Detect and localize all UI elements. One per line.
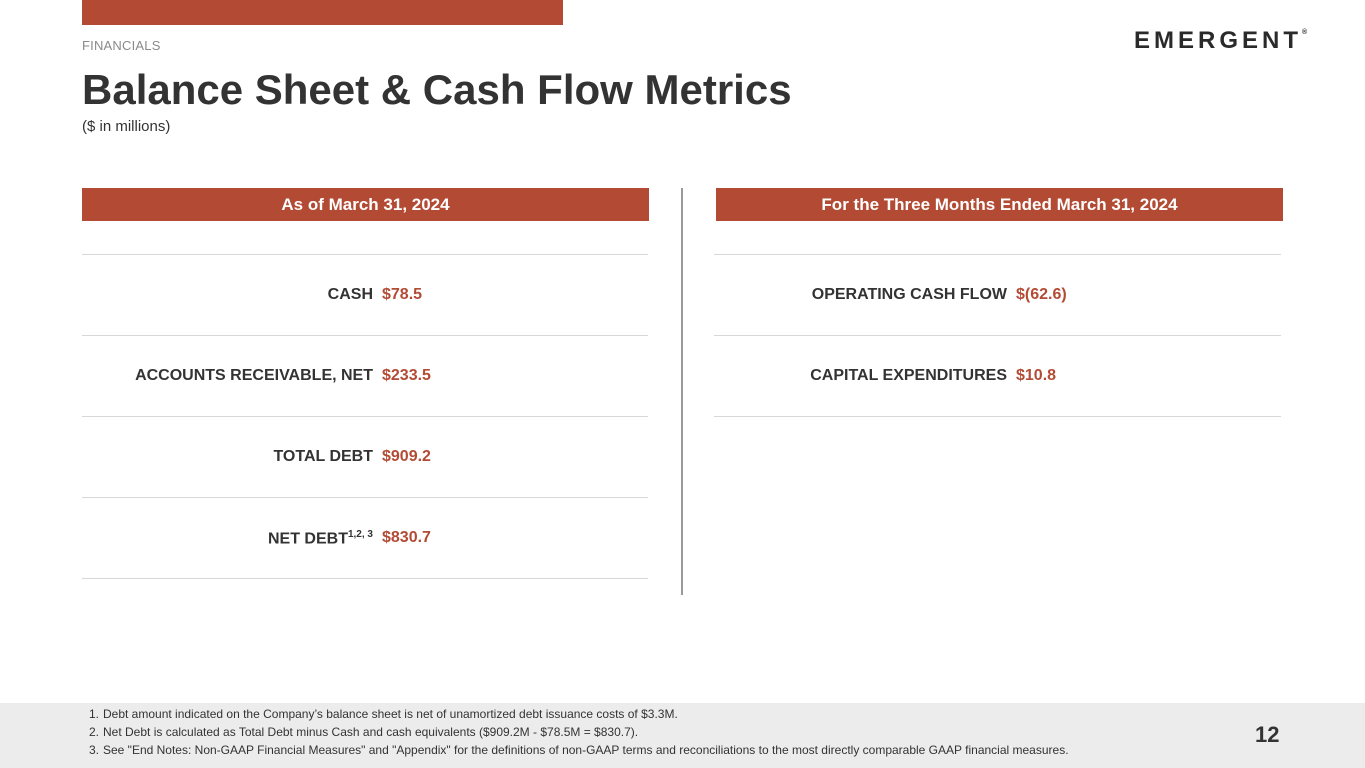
section-label: FINANCIALS bbox=[82, 38, 161, 53]
row-divider bbox=[82, 578, 648, 579]
balance-sheet-header: As of March 31, 2024 bbox=[82, 188, 649, 221]
footnote-3: 3. See "End Notes: Non-GAAP Financial Mea… bbox=[89, 741, 1069, 759]
cash-label: CASH bbox=[327, 286, 373, 303]
operating-cash-flow-value: $(62.6) bbox=[1016, 286, 1067, 303]
accounts-receivable-label: ACCOUNTS RECEIVABLE, NET bbox=[135, 367, 373, 384]
footer-band bbox=[0, 703, 1365, 768]
logo-registered-mark: ® bbox=[1302, 29, 1308, 36]
capital-expenditures-label: CAPITAL EXPENDITURES bbox=[810, 367, 1007, 384]
net-debt-label-text: NET DEBT bbox=[267, 530, 348, 548]
footnote-number: 1. bbox=[89, 707, 100, 721]
row-divider bbox=[82, 416, 648, 417]
page-title: Balance Sheet & Cash Flow Metrics bbox=[82, 66, 792, 113]
total-debt-value: $909.2 bbox=[382, 448, 431, 465]
total-debt-label: TOTAL DEBT bbox=[273, 448, 373, 465]
footnote-1: 1. Debt amount indicated on the Company’s… bbox=[89, 705, 1069, 723]
cash-value: $78.5 bbox=[382, 286, 423, 303]
row-divider bbox=[82, 254, 648, 255]
logo-text: EMERGENT bbox=[1134, 27, 1303, 54]
row-divider bbox=[82, 335, 648, 336]
footnote-text: Debt amount indicated on the Company’s b… bbox=[103, 707, 678, 721]
cash-flow-heading: For the Three Months Ended March 31, 202… bbox=[821, 194, 1178, 214]
row-divider bbox=[714, 254, 1281, 255]
capital-expenditures-value: $10.8 bbox=[1016, 367, 1057, 384]
footnote-text: See "End Notes: Non-GAAP Financial Measu… bbox=[103, 743, 1069, 757]
cash-flow-header: For the Three Months Ended March 31, 202… bbox=[716, 188, 1283, 221]
operating-cash-flow-label: OPERATING CASH FLOW bbox=[811, 286, 1007, 303]
balance-sheet-heading: As of March 31, 2024 bbox=[281, 194, 450, 214]
emergent-logo: EMERGENT® bbox=[1134, 27, 1307, 55]
footnote-number: 3. bbox=[89, 743, 100, 757]
net-debt-footnote-ref: 1,2, 3 bbox=[347, 529, 373, 540]
footnote-number: 2. bbox=[89, 725, 100, 739]
row-divider bbox=[82, 497, 648, 498]
footnote-text: Net Debt is calculated as Total Debt min… bbox=[103, 725, 639, 739]
panel-divider bbox=[681, 188, 683, 595]
footnote-2: 2. Net Debt is calculated as Total Debt m… bbox=[89, 723, 1069, 741]
page-number: 12 bbox=[1255, 722, 1280, 747]
top-accent-bar bbox=[82, 0, 563, 25]
accounts-receivable-value: $233.5 bbox=[382, 367, 431, 384]
footnotes-list: 1. Debt amount indicated on the Company’s… bbox=[89, 705, 1069, 759]
row-divider bbox=[714, 335, 1281, 336]
page-subtitle: ($ in millions) bbox=[82, 118, 171, 135]
net-debt-label: NET DEBT1,2, 3 bbox=[268, 529, 373, 548]
row-divider bbox=[714, 416, 1281, 417]
net-debt-value: $830.7 bbox=[382, 529, 431, 546]
